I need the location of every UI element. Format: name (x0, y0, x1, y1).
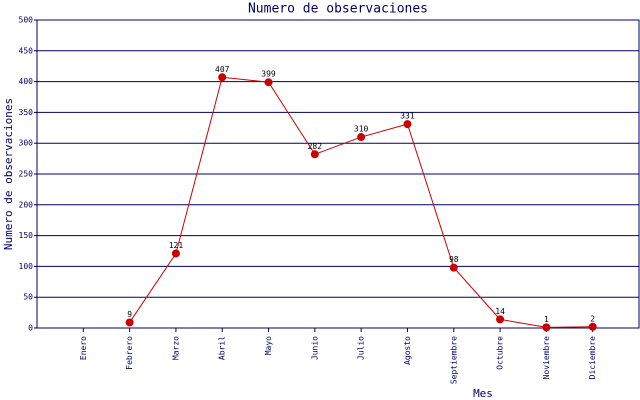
marker (496, 315, 505, 324)
marker (357, 133, 366, 142)
x-tick-label: Junio (310, 336, 319, 360)
x-tick-label: Octubre (496, 336, 505, 370)
marker (125, 318, 134, 327)
plot-frame (36, 19, 640, 329)
y-tick-label: 300 (19, 139, 34, 148)
y-tick-label: 150 (19, 231, 34, 240)
data-label: 407 (215, 65, 230, 74)
x-tick-label: Diciembre (588, 336, 597, 380)
y-tick-label: 0 (28, 324, 33, 333)
y-tick-label: 400 (19, 77, 34, 86)
y-tick-label: 200 (19, 200, 34, 209)
data-label: 98 (449, 255, 459, 264)
data-label: 331 (400, 112, 415, 121)
marker (542, 323, 551, 332)
x-tick-label: Septiembre (449, 336, 458, 384)
x-tick-label: Julio (357, 336, 366, 360)
data-label: 1 (544, 315, 549, 324)
data-label: 399 (261, 70, 276, 79)
marker (171, 249, 180, 258)
y-tick-label: 250 (19, 170, 34, 179)
marker (588, 322, 597, 331)
data-label: 121 (169, 241, 184, 250)
data-label: 2 (590, 314, 595, 323)
x-tick-label: Mayo (264, 336, 273, 355)
x-tick-label: Abril (218, 336, 227, 360)
marker (449, 263, 458, 272)
data-label: 282 (308, 142, 323, 151)
x-axis-label: Mes (473, 387, 493, 400)
y-tick-label: 500 (19, 16, 34, 25)
marker (310, 150, 319, 159)
marker (264, 78, 273, 87)
y-tick-label: 350 (19, 108, 34, 117)
chart-title: Numero de observaciones (248, 2, 428, 17)
x-tick-label: Febrero (125, 336, 134, 370)
data-label: 9 (127, 310, 132, 319)
y-tick-label: 450 (19, 46, 34, 55)
y-tick-label: 50 (23, 293, 33, 302)
marker (403, 120, 412, 129)
data-label: 310 (354, 125, 369, 134)
x-tick-label: Marzo (171, 336, 180, 360)
x-tick-label: Agosto (403, 336, 412, 365)
y-axis-label: Numero de observaciones (2, 98, 15, 250)
y-tick-label: 100 (19, 262, 34, 271)
x-tick-label: Enero (79, 336, 88, 360)
x-tick-label: Noviembre (542, 336, 551, 380)
marker (218, 73, 227, 82)
data-label: 14 (495, 307, 505, 316)
